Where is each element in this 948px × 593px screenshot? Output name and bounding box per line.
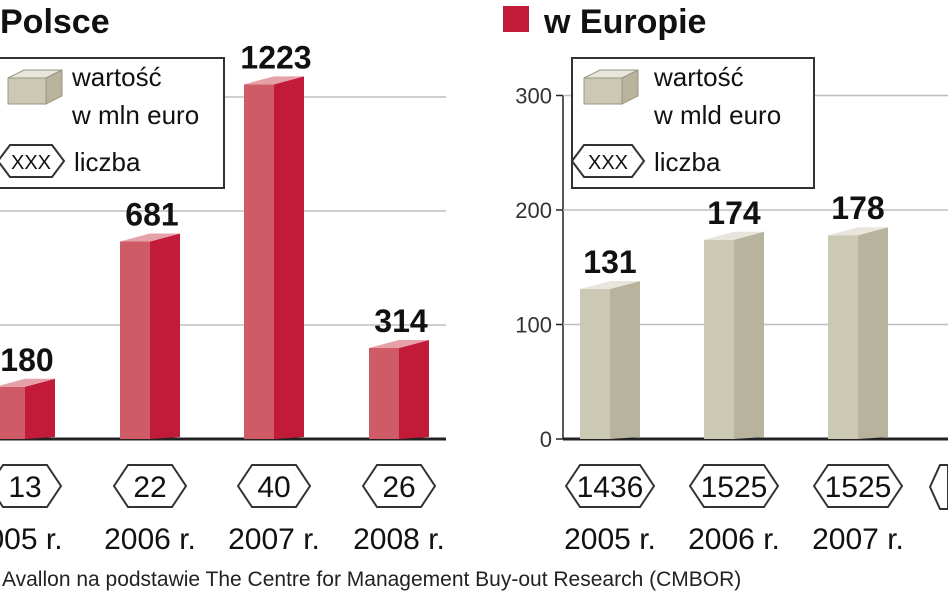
- europe-bar-2-side: [858, 227, 888, 439]
- europe-legend-count-box-label: XXX: [588, 152, 628, 174]
- europe-bar-1-side: [734, 231, 764, 439]
- poland-count-2-badge: [236, 464, 312, 508]
- poland-bar-2-top: [244, 76, 304, 85]
- source-note: Avallon na podstawie The Centre for Mana…: [2, 568, 741, 591]
- poland-value-label-2: 1223: [240, 39, 311, 75]
- europe-bar-2-top: [828, 227, 888, 236]
- europe-legend-value-swatch-icon: [583, 69, 639, 105]
- poland-count-0-label: 13: [8, 471, 41, 504]
- europe-bar-0-side: [610, 281, 640, 439]
- europe-count-2-badge: [812, 464, 904, 508]
- europe-value-label-2: 178: [831, 190, 884, 226]
- poland-category-label-0: 005 r.: [0, 523, 63, 556]
- europe-count-1-label: 1525: [701, 471, 768, 504]
- europe-count-2-label: 1525: [825, 471, 892, 504]
- europe-bar-1-front: [704, 239, 734, 439]
- europe-legend-value-label-line1: wartość: [653, 62, 744, 92]
- poland-bar-1-top: [120, 233, 180, 242]
- poland-legend-count-label: liczba: [74, 147, 141, 177]
- poland-bar-0-front: [0, 386, 25, 439]
- poland-bar-0-side: [25, 378, 55, 439]
- poland-count-3-badge: [361, 464, 437, 508]
- europe-legend-count-badge-icon: [570, 144, 646, 178]
- europe-cropped-count-badge: [928, 464, 948, 510]
- poland-bar-0-top: [0, 378, 55, 387]
- poland-legend-value-label-line1: wartość: [71, 62, 162, 92]
- europe-value-label-0: 131: [583, 244, 636, 280]
- poland-legend: wartość w mln euro XXX liczba: [0, 57, 225, 189]
- poland-count-1-badge: [112, 464, 188, 508]
- europe-legend: wartość w mld euro XXX liczba: [570, 57, 815, 189]
- europe-bars: 131 1436 2005 r. 174 1525 2006 r. 178 1525 2007 …: [564, 190, 904, 556]
- europe-count-1-badge: [688, 464, 780, 508]
- europe-chart-title: w Europie: [543, 3, 706, 41]
- europe-category-label-1: 2006 r.: [688, 523, 780, 556]
- poland-count-3-label: 26: [382, 471, 415, 504]
- poland-bar-2-side: [274, 76, 304, 439]
- poland-value-label-0: 180: [0, 342, 53, 378]
- europe-legend-value-label-line2: w mld euro: [653, 100, 781, 130]
- poland-legend-value-swatch-icon: [7, 69, 63, 105]
- europe-bar-1-top: [704, 231, 764, 240]
- poland-bar-3-top: [369, 339, 429, 348]
- europe-value-label-1: 174: [707, 195, 761, 231]
- poland-legend-value-label-line2: w mln euro: [71, 100, 199, 130]
- europe-ytick-label-1: 100: [515, 313, 552, 338]
- poland-bar-1-front: [120, 241, 150, 439]
- poland-category-label-1: 2006 r.: [104, 523, 196, 556]
- poland-count-1-label: 22: [133, 471, 166, 504]
- europe-count-0-label: 1436: [577, 471, 644, 504]
- europe-chart-panel: w Europie 0 100 200 300 131 1436 2005 r. 174 15…: [503, 3, 948, 556]
- poland-bar-1-side: [150, 233, 180, 439]
- europe-bar-2-front: [828, 235, 858, 439]
- poland-value-label-1: 681: [125, 197, 178, 233]
- poland-bar-2-front: [244, 84, 274, 439]
- europe-title-marker-icon: [503, 6, 529, 32]
- poland-bar-3-front: [369, 347, 399, 439]
- poland-bars: 180 13 005 r. 681 22 2006 r. 1223 40 2007 r. 314 2…: [0, 39, 445, 556]
- poland-legend-count-box-label: XXX: [11, 152, 51, 174]
- europe-legend-count-label: liczba: [654, 147, 721, 177]
- poland-legend-count-badge-icon: [0, 144, 66, 178]
- poland-value-label-3: 314: [374, 303, 428, 339]
- europe-ytick-label-3: 300: [515, 84, 552, 109]
- europe-count-0-badge: [564, 464, 656, 508]
- poland-category-label-3: 2008 r.: [353, 523, 445, 556]
- poland-count-2-label: 40: [257, 471, 290, 504]
- europe-bar-0-front: [580, 289, 610, 439]
- europe-category-label-0: 2005 r.: [564, 523, 656, 556]
- europe-bar-0-top: [580, 281, 640, 290]
- poland-chart-panel: Polsce 180 13 005 r. 681 22 2006 r. 1223 40 2007…: [0, 3, 446, 556]
- poland-chart-title: Polsce: [0, 3, 110, 41]
- poland-count-0-badge: [0, 464, 63, 508]
- europe-ytick-label-0: 0: [540, 427, 552, 452]
- poland-category-label-2: 2007 r.: [228, 523, 320, 556]
- poland-bar-3-side: [399, 339, 429, 439]
- europe-category-label-2: 2007 r.: [812, 523, 904, 556]
- europe-ytick-label-2: 200: [515, 198, 552, 223]
